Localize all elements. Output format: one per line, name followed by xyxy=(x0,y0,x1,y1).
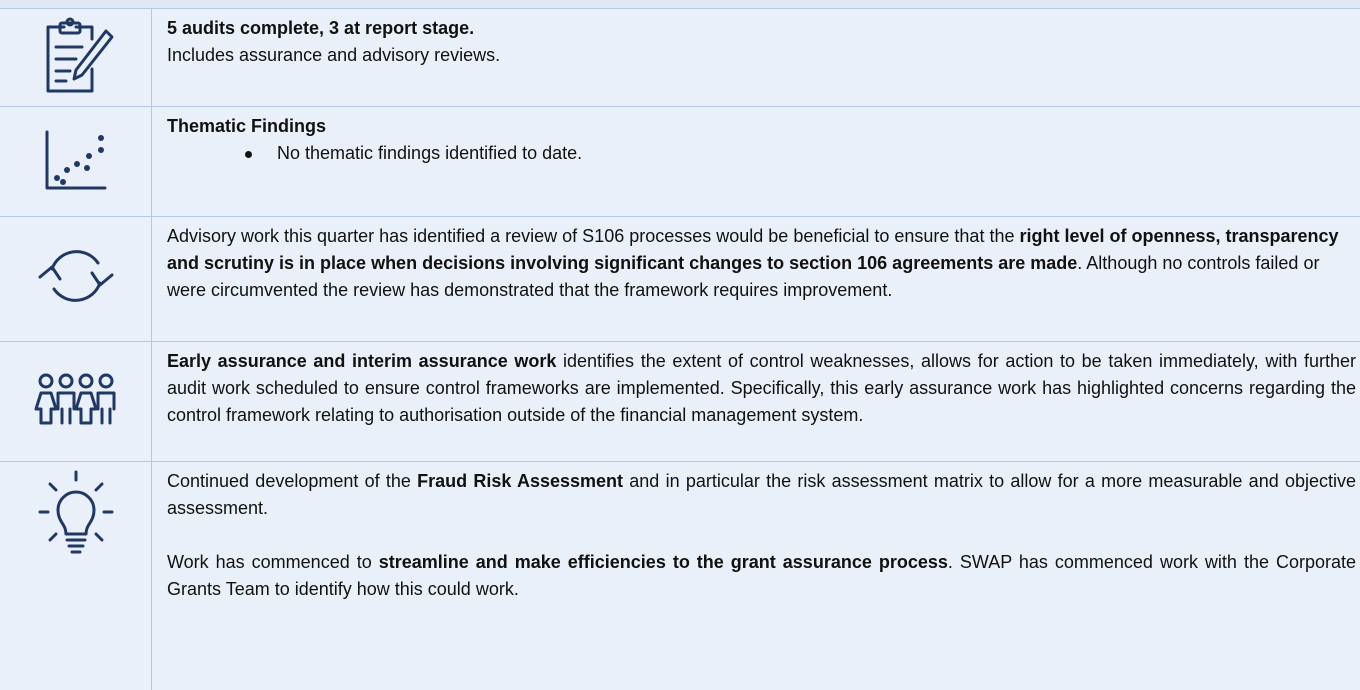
top-strip xyxy=(0,0,1360,9)
row: Advisory work this quarter has identifie… xyxy=(0,216,1360,342)
text-cell: Thematic Findings No thematic findings id… xyxy=(151,106,1360,217)
text: Work has commenced to xyxy=(167,551,379,572)
text: Advisory work this quarter has identifie… xyxy=(167,225,1020,246)
text: Continued development of the xyxy=(167,470,418,491)
paragraph: 5 audits complete, 3 at report stage. xyxy=(167,15,1356,42)
text: and in particular the risk assessment ma… xyxy=(167,470,1356,518)
bold-text: streamline and make efficiencies to the … xyxy=(378,551,948,572)
text-cell: 5 audits complete, 3 at report stage. Inc… xyxy=(151,9,1360,107)
row: Early assurance and interim assurance wo… xyxy=(0,341,1360,462)
scatter-icon xyxy=(45,130,106,189)
row: Thematic Findings No thematic findings id… xyxy=(0,106,1360,217)
icon-cell xyxy=(0,461,152,690)
paragraph: Includes assurance and advisory reviews. xyxy=(167,42,1356,69)
text: identifies the extent of control weaknes… xyxy=(167,350,1356,425)
text-cell: Continued development of the Fraud Risk … xyxy=(151,461,1360,690)
row: Continued development of the Fraud Risk … xyxy=(0,461,1360,690)
bold-text: 5 audits complete, 3 at report stage. xyxy=(167,18,475,38)
icon-cell xyxy=(0,341,152,462)
people-icon xyxy=(34,373,115,424)
paragraph: Advisory work this quarter has identifie… xyxy=(167,223,1356,304)
bold-text: Thematic Findings xyxy=(167,115,327,136)
paragraph: Work has commenced to streamline and mak… xyxy=(167,549,1356,603)
text: No thematic findings identified to date. xyxy=(277,142,583,163)
bullet-item: No thematic findings identified to date. xyxy=(167,140,1356,167)
bold-text: right level of openness, transparency an… xyxy=(167,225,1339,273)
clipboard-icon xyxy=(46,17,113,93)
icon-cell xyxy=(0,216,152,342)
row: 5 audits complete, 3 at report stage. Inc… xyxy=(0,9,1360,107)
summary-table: 5 audits complete, 3 at report stage. Inc… xyxy=(0,9,1360,690)
text-cell: Early assurance and interim assurance wo… xyxy=(151,341,1360,462)
lightbulb-icon xyxy=(38,470,113,553)
icon-cell xyxy=(0,106,152,217)
bold-text: Fraud Risk Assessment xyxy=(417,470,624,491)
text: . Although no controls failed or were ci… xyxy=(167,252,1320,300)
cycle-icon xyxy=(38,250,113,302)
text: Includes assurance and advisory reviews. xyxy=(167,45,501,65)
text-cell: Advisory work this quarter has identifie… xyxy=(151,216,1360,342)
bold-text: Early assurance and interim assurance wo… xyxy=(167,350,557,371)
paragraph: Continued development of the Fraud Risk … xyxy=(167,468,1356,522)
paragraph: Thematic Findings xyxy=(167,113,1356,140)
icon-cell xyxy=(0,9,152,107)
text: . SWAP has commenced work with the Corpo… xyxy=(167,551,1356,599)
paragraph: Early assurance and interim assurance wo… xyxy=(167,348,1356,429)
